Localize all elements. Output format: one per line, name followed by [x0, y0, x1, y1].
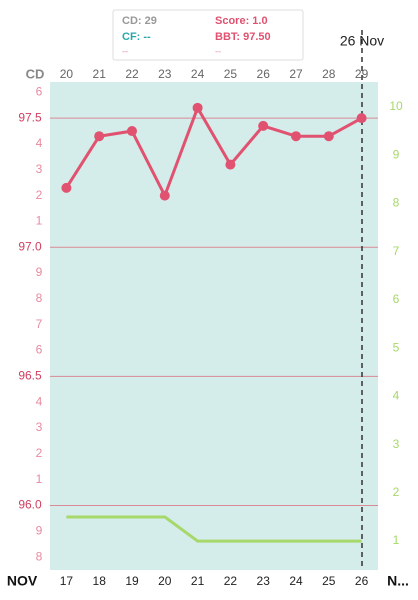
y-minor-tick-label: 2	[36, 446, 43, 460]
bottom-axis-end: N...	[387, 573, 409, 589]
y2-tick-label: 8	[393, 196, 400, 210]
top-tick-label: 24	[191, 67, 205, 81]
top-tick-label: 20	[60, 67, 74, 81]
bottom-tick-label: 17	[60, 574, 74, 588]
data-point	[192, 102, 203, 113]
tooltip-cf: CF: --	[122, 31, 151, 43]
y2-tick-label: 3	[393, 437, 400, 451]
top-tick-label: 26	[257, 67, 271, 81]
tooltip-note: --	[215, 46, 221, 56]
grid	[50, 117, 378, 506]
y-minor-tick-label: 4	[36, 136, 43, 150]
y2-tick-label: 5	[393, 340, 400, 354]
data-point	[291, 131, 301, 142]
tooltip-cd: CD: 29	[122, 15, 157, 27]
tooltip	[112, 9, 304, 61]
bottom-tick-label: 26	[355, 574, 369, 588]
y-minor-tick-label: 7	[36, 317, 43, 331]
y-tick-label: 96.5	[18, 369, 42, 383]
y-minor-tick-label: 6	[36, 343, 43, 357]
y-minor-tick-label: 9	[36, 265, 43, 279]
y-minor-tick-label: 1	[36, 214, 43, 228]
bottom-tick-label: 23	[257, 574, 271, 588]
y-minor-tick-label: 2	[36, 188, 43, 202]
y2-tick-label: 4	[393, 389, 400, 403]
data-point	[323, 131, 334, 142]
y-minor-tick-label: 9	[36, 523, 43, 537]
series-line	[66, 515, 362, 543]
bottom-tick-label: 22	[224, 574, 238, 588]
bottom-tick-label: 20	[158, 574, 172, 588]
y-minor-tick-label: 3	[36, 162, 43, 176]
y2-tick-label: 10	[389, 99, 403, 113]
tooltip-score: Score: 1.0	[215, 15, 268, 27]
bottom-tick-label: 19	[125, 574, 139, 588]
bottom-tick-label: 18	[93, 574, 107, 588]
y-tick-label: 97.5	[18, 110, 42, 124]
y-minor-tick-label: 4	[36, 394, 43, 408]
y-minor-tick-label: 8	[36, 549, 43, 563]
data-point	[225, 159, 236, 170]
top-tick-label: 27	[289, 67, 303, 81]
y2-tick-label: 1	[393, 533, 400, 547]
y-minor-tick-label: 1	[36, 472, 43, 486]
top-tick-label: 21	[93, 67, 107, 81]
bottom-axis-label: NOV	[7, 573, 38, 589]
tooltip-note: --	[122, 46, 128, 56]
data-point	[159, 190, 170, 201]
bottom-tick-label: 25	[322, 574, 336, 588]
top-tick-label: 29	[355, 67, 369, 81]
top-axis-label: CD	[26, 66, 45, 81]
data-point	[258, 120, 269, 131]
y2-tick-label: 6	[393, 292, 400, 306]
y2-tick-label: 2	[393, 485, 400, 499]
y-minor-tick-label: 3	[36, 420, 43, 434]
y-minor-tick-label: 6	[36, 84, 43, 98]
y-tick-label: 96.0	[18, 498, 42, 512]
data-point	[356, 113, 367, 124]
y-tick-label: 97.0	[18, 239, 42, 253]
top-tick-label: 25	[224, 67, 238, 81]
current-day-label: 26 Nov	[340, 33, 384, 49]
series-line	[65, 106, 363, 198]
plot-area	[50, 82, 378, 570]
top-tick-label: 28	[322, 67, 336, 81]
bottom-tick-label: 21	[191, 574, 205, 588]
data-point	[61, 182, 72, 193]
top-tick-label: 23	[158, 67, 172, 81]
y2-tick-label: 9	[393, 147, 400, 161]
top-tick-label: 22	[125, 67, 139, 81]
tooltip-bbt: BBT: 97.50	[215, 31, 271, 43]
y-minor-tick-label: 8	[36, 291, 43, 305]
bottom-tick-label: 24	[289, 574, 303, 588]
data-point	[94, 131, 105, 142]
y2-tick-label: 7	[393, 244, 400, 258]
data-point	[127, 126, 137, 137]
